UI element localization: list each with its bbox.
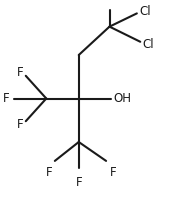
Text: F: F (110, 166, 117, 179)
Text: Cl: Cl (143, 38, 155, 51)
Text: F: F (75, 176, 82, 189)
Text: F: F (17, 66, 23, 79)
Text: Cl: Cl (139, 5, 151, 18)
Text: F: F (46, 166, 52, 179)
Text: F: F (3, 92, 10, 105)
Text: F: F (17, 118, 23, 131)
Text: OH: OH (114, 92, 132, 105)
